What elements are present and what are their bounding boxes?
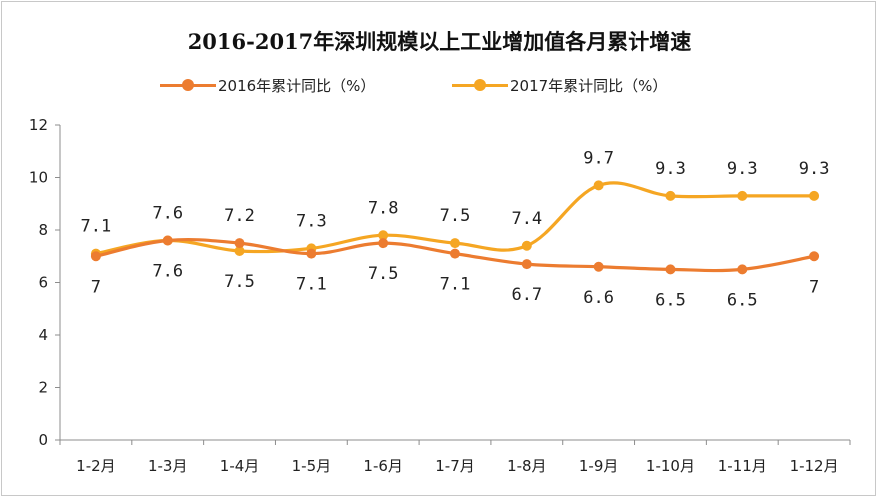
x-tick-label: 1-12月 xyxy=(790,457,839,475)
legend-swatch-2017 xyxy=(452,78,508,92)
data-label-2016: 7.6 xyxy=(152,262,183,282)
x-tick-label: 1-3月 xyxy=(148,457,188,475)
data-point-2017 xyxy=(809,190,820,201)
y-tick-label: 12 xyxy=(29,116,48,134)
data-point-2016 xyxy=(737,264,748,275)
x-tick-label: 1-2月 xyxy=(76,457,116,475)
legend: 2016年累计同比（%） 2017年累计同比（%） xyxy=(0,72,879,98)
data-label-2016: 7 xyxy=(91,277,101,297)
y-tick-label: 8 xyxy=(38,221,48,239)
data-label-2017: 9.3 xyxy=(727,159,758,179)
x-tick-label: 1-8月 xyxy=(507,457,547,475)
x-tick-label: 1-9月 xyxy=(579,457,619,475)
data-label-2016: 7.5 xyxy=(224,272,255,292)
legend-swatch-2016 xyxy=(160,78,216,92)
data-label-2017: 7.4 xyxy=(511,209,542,229)
data-point-2016 xyxy=(809,251,820,262)
x-tick-label: 1-10月 xyxy=(646,457,695,475)
x-tick-label: 1-6月 xyxy=(363,457,403,475)
y-tick-label: 4 xyxy=(38,326,48,344)
data-label-2017: 7.1 xyxy=(81,217,112,237)
data-label-2017: 9.3 xyxy=(655,159,686,179)
data-label-2016: 7 xyxy=(809,277,819,297)
data-label-2016: 7.5 xyxy=(368,264,399,284)
data-point-2016 xyxy=(90,251,101,262)
data-point-2017 xyxy=(521,240,532,251)
data-label-2017: 9.7 xyxy=(583,148,614,168)
data-label-2016: 6.6 xyxy=(583,288,614,308)
data-label-2017: 7.8 xyxy=(368,198,399,218)
data-label-2017: 7.6 xyxy=(152,204,183,224)
data-point-2016 xyxy=(306,248,317,259)
data-point-2016 xyxy=(162,235,173,246)
y-tick-label: 0 xyxy=(38,431,48,449)
x-tick-label: 1-7月 xyxy=(435,457,475,475)
data-label-2017: 7.2 xyxy=(224,206,255,226)
data-label-2016: 6.5 xyxy=(727,290,758,310)
data-point-2016 xyxy=(450,248,460,259)
legend-label-2017: 2017年累计同比（%） xyxy=(510,76,668,95)
x-tick-label: 1-11月 xyxy=(718,457,767,475)
data-point-2017 xyxy=(593,180,604,191)
data-point-2017 xyxy=(665,190,676,201)
y-tick-label: 6 xyxy=(38,274,48,292)
data-label-2017: 9.3 xyxy=(799,159,830,179)
data-point-2017 xyxy=(378,230,389,241)
y-tick-label: 2 xyxy=(38,379,48,397)
x-tick-label: 1-4月 xyxy=(220,457,260,475)
x-tick-label: 1-5月 xyxy=(292,457,332,475)
data-point-2016 xyxy=(593,261,604,272)
data-point-2016 xyxy=(378,238,389,249)
data-point-2017 xyxy=(450,238,460,249)
legend-item-2017: 2017年累计同比（%） xyxy=(452,72,667,98)
data-point-2017 xyxy=(234,246,245,256)
data-label-2017: 7.3 xyxy=(296,211,327,231)
data-label-2016: 6.7 xyxy=(511,285,542,305)
legend-item-2016: 2016年累计同比（%） xyxy=(160,72,375,98)
data-point-2016 xyxy=(521,259,532,270)
data-label-2016: 7.1 xyxy=(440,275,471,295)
data-label-2016: 6.5 xyxy=(655,290,686,310)
data-point-2017 xyxy=(737,190,748,201)
data-point-2016 xyxy=(665,264,676,275)
data-label-2017: 7.5 xyxy=(440,206,471,226)
data-label-2016: 7.1 xyxy=(296,275,327,295)
data-point-2016 xyxy=(234,238,245,249)
y-tick-label: 10 xyxy=(29,169,48,187)
legend-label-2016: 2016年累计同比（%） xyxy=(218,76,376,95)
chart-title: 2016-2017年深圳规模以上工业增加值各月累计增速 xyxy=(187,29,692,54)
